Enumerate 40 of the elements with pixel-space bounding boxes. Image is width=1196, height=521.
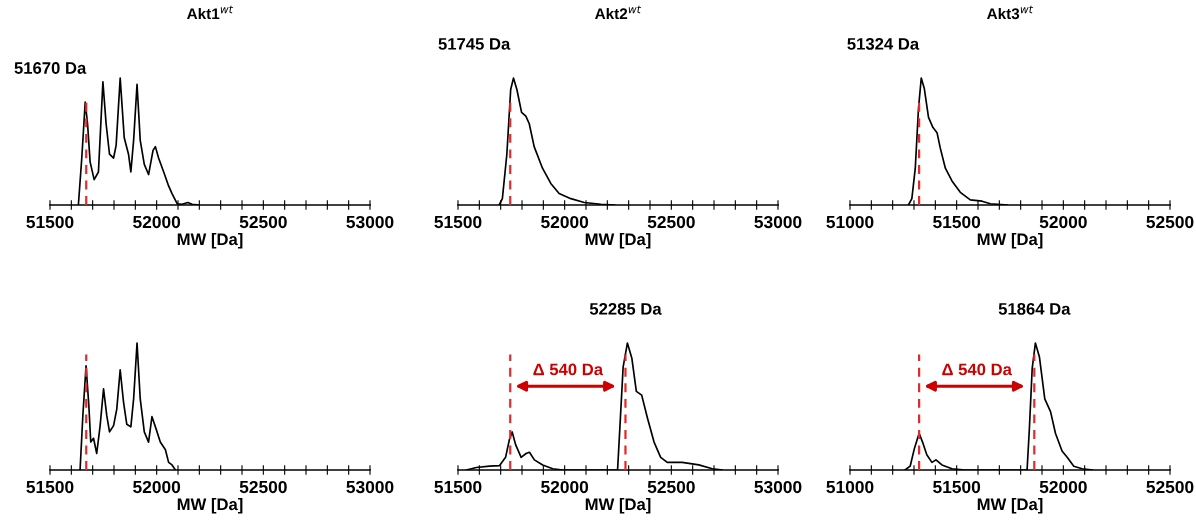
x-tick-label: 51500: [26, 480, 74, 494]
annotation: 51324 Da: [847, 37, 920, 50]
annotation: Δ 540 Da: [942, 363, 1012, 376]
x-tick-label: 52000: [1039, 215, 1087, 229]
x-axis-title: MW [Da]: [585, 497, 651, 514]
x-axis-title: MW [Da]: [585, 232, 651, 249]
x-tick-label: 52000: [133, 480, 181, 494]
chart-title: Akt2$^{wt}$: [595, 5, 642, 20]
annotation: 52285 Da: [589, 302, 662, 315]
x-tick-label: 51000: [826, 480, 874, 494]
x-tick-label: 51500: [26, 215, 74, 229]
annotation: 51670 Da: [14, 62, 87, 74]
annotation: 51864 Da: [998, 302, 1071, 315]
x-tick-label: 51500: [434, 215, 482, 229]
x-axis-title: MW [Da]: [177, 497, 243, 514]
x-axis-title: MW [Da]: [177, 232, 243, 249]
x-tick-label: 52000: [1039, 480, 1087, 494]
chart-title: Akt3$^{wt}$: [987, 5, 1034, 20]
x-tick-label: 53000: [754, 215, 802, 229]
x-tick-label: 52000: [541, 480, 589, 494]
x-tick-label: 52500: [647, 480, 695, 494]
x-tick-label: 52000: [133, 215, 181, 229]
x-tick-label: 51500: [933, 215, 981, 229]
x-tick-label: 52500: [1146, 480, 1194, 494]
x-axis-title: MW [Da]: [977, 497, 1043, 514]
x-tick-label: 52500: [239, 215, 287, 229]
x-tick-label: 52500: [239, 480, 287, 494]
annotation: Δ 540 Da: [533, 363, 604, 376]
x-tick-label: 52000: [541, 215, 589, 229]
x-tick-label: 53000: [754, 480, 802, 494]
x-tick-label: 53000: [346, 480, 394, 494]
x-axis-title: MW [Da]: [977, 232, 1043, 249]
x-tick-label: 51000: [826, 215, 874, 229]
x-tick-label: 52500: [1146, 215, 1194, 229]
chart-title: Akt1$^{wt}$: [187, 5, 234, 20]
annotation: 51745 Da: [438, 38, 511, 50]
x-tick-label: 51500: [933, 480, 981, 494]
x-tick-label: 53000: [346, 215, 394, 229]
x-tick-label: 51500: [434, 480, 482, 494]
x-tick-label: 52500: [647, 215, 695, 229]
